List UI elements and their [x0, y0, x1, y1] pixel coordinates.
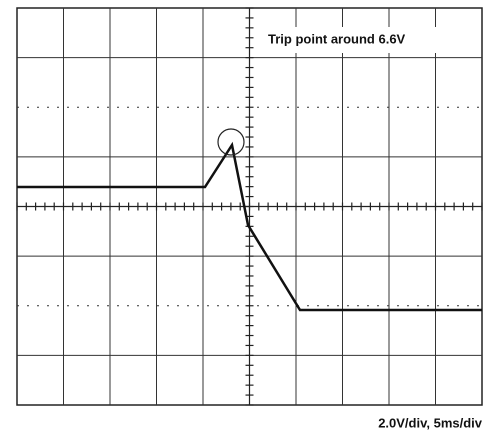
annotation: Trip point around 6.6V [268, 31, 406, 46]
scale-label: 2.0V/div, 5ms/div [378, 415, 483, 430]
waveform [17, 141, 482, 312]
grid [16, 7, 483, 406]
annotation-background [262, 27, 476, 53]
trip-point-circle [217, 128, 245, 156]
